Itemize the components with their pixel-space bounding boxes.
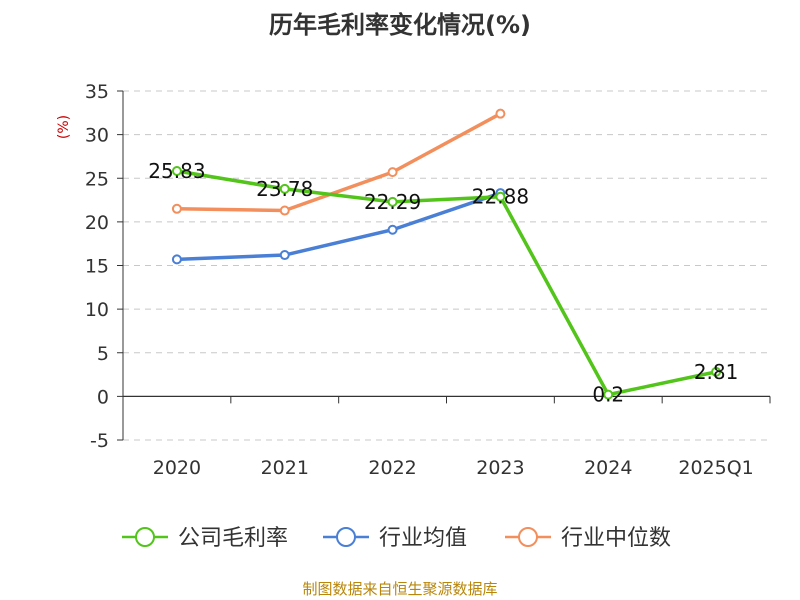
series-lines — [171, 108, 722, 400]
y-tick-label: 15 — [85, 256, 109, 278]
data-label: 25.83 — [148, 159, 205, 183]
data-label: 22.29 — [364, 190, 421, 214]
y-tick-label: 30 — [85, 125, 109, 147]
y-tick-label: 35 — [85, 81, 109, 103]
x-tick-label: 2023 — [476, 457, 524, 479]
legend-marker — [135, 527, 155, 547]
data-point[interactable] — [387, 224, 398, 235]
data-label: 0.2 — [592, 383, 624, 407]
x-tick-label: 2021 — [261, 457, 309, 479]
legend-label: 行业均值 — [379, 526, 467, 551]
data-point[interactable] — [279, 250, 290, 261]
data-point[interactable] — [495, 108, 506, 119]
legend-marker — [336, 527, 356, 547]
y-tick-label: 0 — [97, 386, 109, 408]
data-point[interactable] — [279, 205, 290, 216]
y-tick-label: 25 — [85, 168, 109, 190]
y-tick-labels: 35 30 25 20 15 10 5 0 -5 — [85, 81, 109, 452]
axes — [117, 90, 771, 441]
x-tick-labels: 2020 2021 2022 2023 2024 2025Q1 — [153, 457, 754, 479]
series-line — [175, 111, 503, 213]
data-point[interactable] — [387, 167, 398, 178]
data-label: 2.81 — [694, 360, 739, 384]
data-label: 22.88 — [472, 185, 529, 209]
y-tick-label: 20 — [85, 212, 109, 234]
y-tick-label: 10 — [85, 299, 109, 321]
x-tick-label: 2024 — [584, 457, 632, 479]
series-line — [175, 191, 503, 262]
x-tick-label: 2025Q1 — [678, 457, 753, 479]
data-point[interactable] — [171, 166, 182, 177]
y-axis-unit-label: (%) — [56, 115, 72, 139]
legend-label: 行业中位数 — [561, 526, 671, 551]
data-point[interactable] — [495, 191, 506, 202]
x-tick-label: 2022 — [368, 457, 416, 479]
y-tick-label: -5 — [90, 430, 109, 452]
source-footer: 制图数据来自恒生聚源数据库 — [302, 580, 497, 598]
data-point[interactable] — [171, 203, 182, 214]
data-point[interactable] — [387, 196, 398, 207]
data-point[interactable] — [171, 254, 182, 265]
legend-marker — [518, 527, 538, 547]
legend[interactable]: 公司毛利率 行业均值 行业中位数 — [122, 526, 671, 551]
legend-item[interactable]: 行业中位数 — [505, 526, 671, 551]
data-point[interactable] — [603, 389, 614, 400]
data-label: 23.78 — [256, 177, 313, 201]
data-point[interactable] — [279, 183, 290, 194]
legend-item[interactable]: 行业均值 — [323, 526, 467, 551]
series-line — [175, 169, 718, 397]
y-tick-label: 5 — [97, 343, 109, 365]
data-labels: 25.83 23.78 22.29 22.88 0.2 2.81 — [148, 159, 738, 407]
x-tick-label: 2020 — [153, 457, 201, 479]
legend-item[interactable]: 公司毛利率 — [122, 526, 288, 551]
chart-title: 历年毛利率变化情况(%) — [269, 11, 531, 39]
grid-lines — [123, 90, 770, 441]
legend-label: 公司毛利率 — [178, 526, 288, 551]
data-point[interactable] — [711, 366, 722, 377]
